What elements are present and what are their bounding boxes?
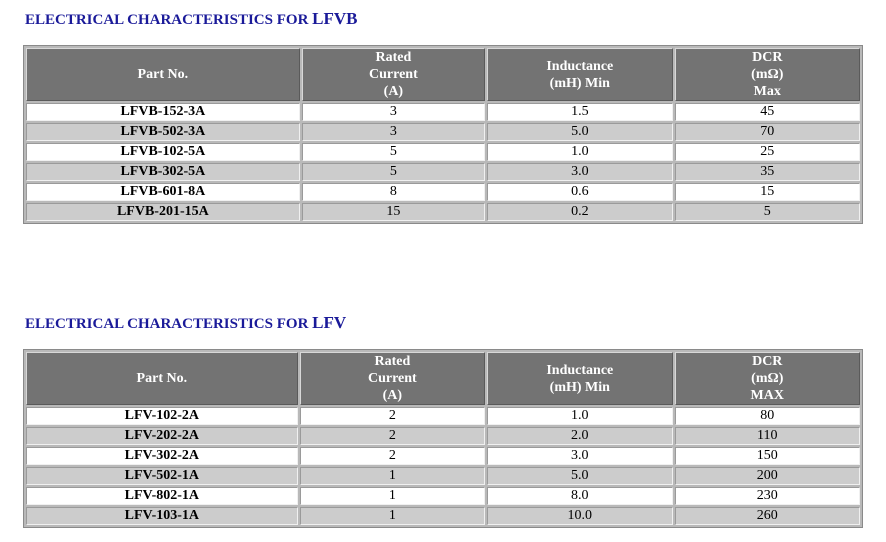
- part-no-cell: LFV-202-2A: [26, 427, 298, 445]
- rated-current-cell: 5: [301, 143, 486, 161]
- section-title-model: LFV: [312, 313, 347, 332]
- table-row: LFVB-102-5A 5 1.0 25: [26, 143, 860, 161]
- part-no-cell: LFV-302-2A: [26, 447, 298, 465]
- section-title-lfv: ELECTRICAL CHARACTERISTICS FOR LFV: [25, 313, 346, 333]
- table-row: LFV-802-1A 1 8.0 230: [26, 487, 860, 505]
- rated-current-cell: 1: [299, 507, 486, 525]
- table-row: LFV-102-2A 2 1.0 80: [26, 407, 860, 425]
- part-no-cell: LFV-502-1A: [26, 467, 298, 485]
- dcr-cell: 15: [674, 183, 860, 201]
- rated-current-cell: 8: [301, 183, 486, 201]
- rated-current-cell: 1: [299, 467, 486, 485]
- dcr-cell: 110: [674, 427, 860, 445]
- rated-current-cell: 3: [301, 103, 486, 121]
- part-no-cell: LFV-802-1A: [26, 487, 298, 505]
- section-title-prefix: ELECTRICAL CHARACTERISTICS FOR: [25, 316, 313, 332]
- header-inductance: Inductance (mH) Min: [487, 48, 673, 101]
- part-no-cell: LFVB-102-5A: [26, 143, 300, 161]
- dcr-cell: 230: [674, 487, 860, 505]
- rated-current-cell: 15: [301, 203, 486, 221]
- table-row: LFVB-502-3A 3 5.0 70: [26, 123, 860, 141]
- inductance-cell: 5.0: [487, 123, 673, 141]
- inductance-cell: 8.0: [487, 487, 673, 505]
- section-title-prefix: ELECTRICAL CHARACTERISTICS FOR: [25, 12, 313, 28]
- inductance-cell: 0.2: [487, 203, 673, 221]
- table-row: LFV-302-2A 2 3.0 150: [26, 447, 860, 465]
- part-no-cell: LFVB-152-3A: [26, 103, 300, 121]
- inductance-cell: 0.6: [487, 183, 673, 201]
- inductance-cell: 5.0: [487, 467, 673, 485]
- inductance-cell: 1.5: [487, 103, 673, 121]
- dcr-cell: 70: [674, 123, 860, 141]
- inductance-cell: 2.0: [487, 427, 673, 445]
- header-row: Part No. Rated Current (A) Inductance (m…: [26, 48, 860, 101]
- header-rated-current: Rated Current (A): [301, 48, 486, 101]
- dcr-cell: 25: [674, 143, 860, 161]
- dcr-cell: 35: [674, 163, 860, 181]
- inductance-cell: 10.0: [487, 507, 673, 525]
- rated-current-cell: 2: [299, 447, 486, 465]
- part-no-cell: LFVB-302-5A: [26, 163, 300, 181]
- table-row: LFVB-201-15A 15 0.2 5: [26, 203, 860, 221]
- rated-current-cell: 1: [299, 487, 486, 505]
- header-inductance: Inductance (mH) Min: [487, 352, 673, 405]
- header-dcr: DCR (mΩ) Max: [674, 48, 860, 101]
- part-no-cell: LFVB-502-3A: [26, 123, 300, 141]
- table-row: LFVB-302-5A 5 3.0 35: [26, 163, 860, 181]
- header-dcr: DCR (mΩ) MAX: [674, 352, 860, 405]
- rated-current-cell: 2: [299, 427, 486, 445]
- rated-current-cell: 2: [299, 407, 486, 425]
- table-row: LFVB-601-8A 8 0.6 15: [26, 183, 860, 201]
- inductance-cell: 1.0: [487, 143, 673, 161]
- header-part-no: Part No.: [26, 352, 298, 405]
- part-no-cell: LFVB-201-15A: [26, 203, 300, 221]
- spec-table-lfv: Part No. Rated Current (A) Inductance (m…: [23, 349, 863, 528]
- table-row: LFV-103-1A 1 10.0 260: [26, 507, 860, 525]
- table-row: LFV-202-2A 2 2.0 110: [26, 427, 860, 445]
- inductance-cell: 1.0: [487, 407, 673, 425]
- table-row: LFV-502-1A 1 5.0 200: [26, 467, 860, 485]
- dcr-cell: 80: [674, 407, 860, 425]
- table-row: LFVB-152-3A 3 1.5 45: [26, 103, 860, 121]
- rated-current-cell: 3: [301, 123, 486, 141]
- header-row: Part No. Rated Current (A) Inductance (m…: [26, 352, 860, 405]
- header-rated-current: Rated Current (A): [299, 352, 486, 405]
- inductance-cell: 3.0: [487, 163, 673, 181]
- rated-current-cell: 5: [301, 163, 486, 181]
- part-no-cell: LFVB-601-8A: [26, 183, 300, 201]
- spec-table-lfvb: Part No. Rated Current (A) Inductance (m…: [23, 45, 863, 224]
- inductance-cell: 3.0: [487, 447, 673, 465]
- header-part-no: Part No.: [26, 48, 300, 101]
- part-no-cell: LFV-102-2A: [26, 407, 298, 425]
- dcr-cell: 150: [674, 447, 860, 465]
- dcr-cell: 5: [674, 203, 860, 221]
- dcr-cell: 260: [674, 507, 860, 525]
- dcr-cell: 45: [674, 103, 860, 121]
- section-title-lfvb: ELECTRICAL CHARACTERISTICS FOR LFVB: [25, 9, 358, 29]
- dcr-cell: 200: [674, 467, 860, 485]
- part-no-cell: LFV-103-1A: [26, 507, 298, 525]
- section-title-model: LFVB: [312, 9, 358, 28]
